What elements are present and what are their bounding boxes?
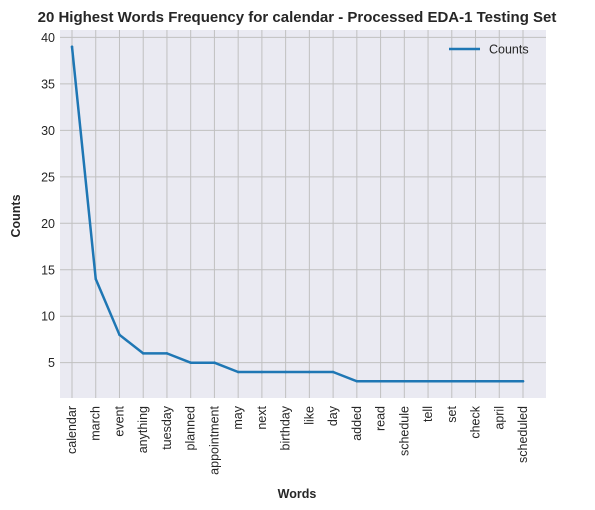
data-point [260, 370, 264, 374]
y-tick-label: 25 [41, 170, 55, 184]
y-tick-label: 35 [41, 77, 55, 91]
x-tick-label: check [469, 405, 483, 438]
data-point [284, 370, 287, 374]
series-line-counts [70, 45, 525, 383]
x-axis-label: Words [278, 487, 317, 501]
data-point [94, 277, 97, 281]
x-tick-labels: calendar march event anything tuesday planned… [65, 405, 530, 475]
data-point [213, 361, 216, 364]
x-tick-label: planned [184, 406, 198, 451]
y-tick-label: 15 [41, 263, 55, 277]
data-point [70, 45, 74, 48]
data-point [165, 352, 169, 355]
x-tick-label: tuesday [160, 405, 174, 450]
chart-title: 20 Highest Words Frequency for calendar … [38, 9, 557, 26]
y-tick-label: 30 [41, 124, 55, 138]
plot-area [60, 30, 546, 398]
y-tick-label: 5 [48, 356, 55, 370]
y-tick-label: 20 [41, 217, 55, 231]
x-tick-label: appointment [207, 405, 221, 474]
x-tick-label: schedule [397, 406, 411, 456]
data-point [189, 361, 192, 364]
y-tick-labels: 5 10 15 20 25 30 35 40 [41, 31, 55, 370]
data-point [118, 333, 121, 337]
data-point [498, 380, 501, 383]
data-point [355, 380, 359, 383]
legend: Counts [449, 43, 529, 57]
data-point [379, 380, 382, 383]
data-point [141, 352, 145, 355]
x-tick-label: added [350, 406, 364, 441]
data-point [426, 380, 430, 383]
x-tick-label: scheduled [516, 406, 530, 463]
series-layer [70, 45, 525, 383]
grid-lines [60, 30, 546, 398]
x-tick-label: event [112, 405, 126, 436]
data-point [308, 370, 311, 374]
x-tick-label: march [89, 406, 103, 441]
x-tick-label: april [492, 406, 506, 430]
data-point [474, 380, 477, 383]
y-axis-label: Counts [9, 194, 23, 237]
x-tick-label: anything [136, 406, 150, 453]
data-point [331, 370, 335, 374]
legend-label-counts: Counts [489, 43, 529, 57]
y-tick-label: 10 [41, 310, 55, 324]
data-point [450, 380, 454, 383]
x-tick-label: birthday [279, 405, 293, 450]
data-point [521, 380, 525, 383]
x-tick-label: read [374, 406, 388, 431]
data-point [403, 380, 406, 383]
y-tick-label: 40 [41, 31, 55, 45]
x-tick-label: like [302, 406, 316, 425]
x-tick-label: next [255, 405, 269, 429]
x-tick-label: set [445, 405, 459, 422]
x-tick-label: day [326, 405, 340, 426]
x-tick-label: calendar [65, 406, 79, 454]
data-point [236, 370, 240, 374]
x-tick-label: may [231, 405, 245, 429]
x-tick-label: tell [421, 406, 435, 422]
